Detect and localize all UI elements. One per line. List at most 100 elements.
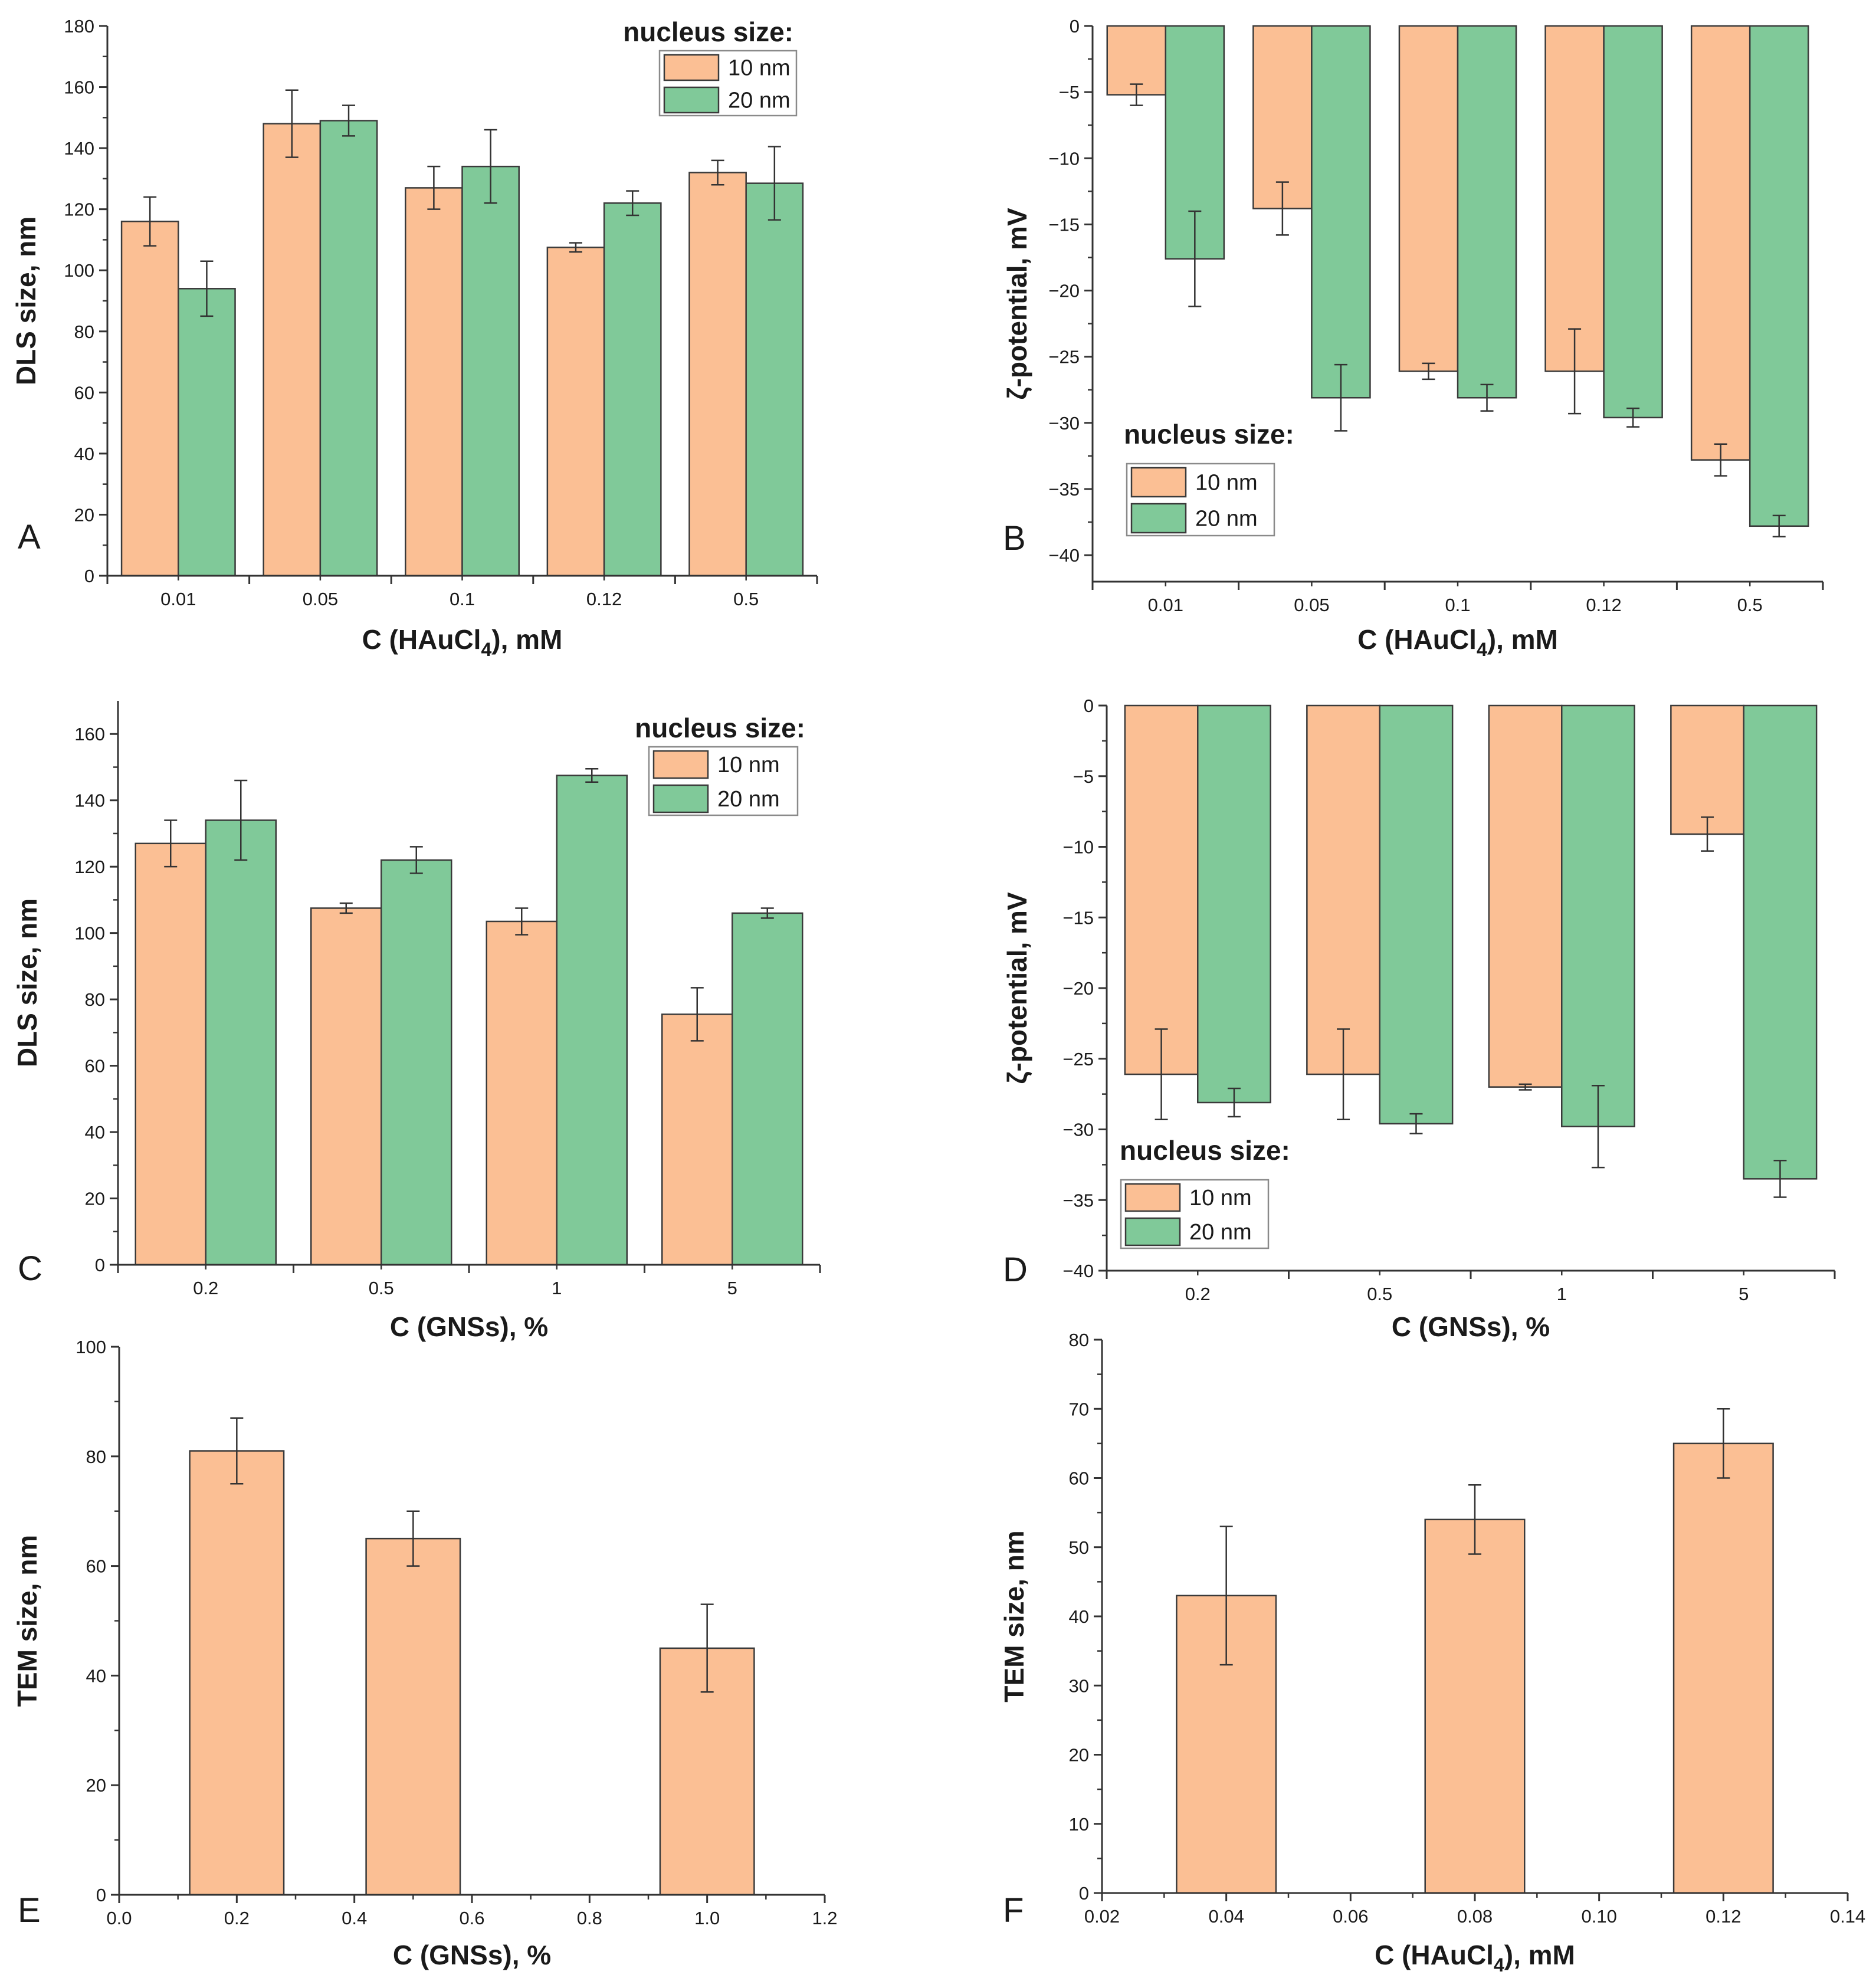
x-tick-label: 0.1 — [1445, 595, 1470, 615]
bar — [1106, 25, 1167, 96]
chart-C: 0 20 40 60 80 100 120 140 160 0.2 0.5 1 5 DLS size, n… — [12, 701, 821, 1342]
bar — [1311, 25, 1371, 399]
legend-label: 20 nm — [728, 88, 791, 113]
y-tick-label: 0 — [84, 566, 94, 586]
bar — [1561, 704, 1635, 1127]
bar — [486, 920, 557, 1266]
y-tick-label: 120 — [64, 199, 94, 220]
x-tick-label: 0.2 — [1185, 1284, 1211, 1304]
bar — [1603, 25, 1663, 419]
y-tick-label: 70 — [1069, 1399, 1089, 1419]
legend-label: 10 nm — [1195, 471, 1258, 496]
bar — [556, 775, 628, 1266]
y-tick-label: 10 — [1069, 1814, 1089, 1835]
y-tick-label: 20 — [86, 1775, 106, 1796]
y-tick-label: 20 — [74, 504, 94, 525]
bar — [732, 912, 803, 1266]
chart-A: 0 20 40 60 80 100 120 140 160 180 0.01 0.05 0.1 0.12 0… — [11, 16, 818, 660]
y-tick-label: 0 — [95, 1255, 105, 1275]
y-tick-label: −40 — [1062, 1261, 1094, 1281]
y-tick-label: 120 — [74, 857, 105, 877]
bar — [1124, 704, 1199, 1075]
bar — [1197, 704, 1271, 1104]
legend-title: nucleus size: — [635, 713, 805, 743]
bar — [1379, 704, 1454, 1125]
chart-D: 0 −5 −10 −15 −20 −25 −30 −35 −40 0.2 0.5 1 5 ζ-potent… — [1002, 696, 1836, 1342]
x-tick-label: 0.4 — [342, 1908, 367, 1928]
y-tick-label: −35 — [1062, 1190, 1094, 1210]
x-tick-label: 1.2 — [812, 1908, 837, 1928]
y-tick-label: 160 — [74, 724, 105, 744]
legend-swatch — [1130, 467, 1187, 498]
y-tick-label: −20 — [1062, 978, 1094, 999]
y-axis-title: DLS size, nm — [11, 216, 41, 385]
x-tick-label: 1 — [552, 1278, 562, 1298]
y-tick-label: −15 — [1062, 907, 1094, 928]
x-tick-label: 0.2 — [224, 1908, 250, 1928]
legend-label: 20 nm — [1189, 1220, 1252, 1245]
x-tick-label: 0.02 — [1084, 1906, 1120, 1927]
x-axis-title: C (GNSs), % — [393, 1940, 551, 1970]
x-tick-label: 0.1 — [450, 589, 475, 609]
y-tick-label: 60 — [85, 1056, 105, 1077]
legend-swatch — [1124, 1183, 1181, 1212]
y-axis-title: TEM size, nm — [999, 1530, 1029, 1702]
bar — [1672, 1442, 1774, 1894]
x-tick-label: 0.6 — [459, 1908, 484, 1928]
y-tick-label: 50 — [1069, 1537, 1089, 1558]
y-tick-label: 100 — [64, 260, 94, 281]
x-tick-label: 0.01 — [160, 589, 196, 609]
y-tick-label: −30 — [1062, 1120, 1094, 1140]
panel-letter: A — [18, 518, 41, 556]
bar — [661, 1013, 733, 1266]
y-tick-label: 80 — [74, 322, 94, 342]
x-tick-label: 0.05 — [303, 589, 338, 609]
bar — [1544, 25, 1605, 372]
chart-F: 0 10 20 30 40 50 60 70 80 0.02 0.04 0.06 0.08 0.10 0.1… — [999, 1330, 1865, 1976]
x-tick-label: 0.10 — [1581, 1906, 1616, 1927]
y-tick-label: 20 — [1069, 1745, 1089, 1766]
x-tick-label: 0.12 — [1586, 595, 1621, 615]
chart-B: 0 −5 −10 −15 −20 −25 −30 −35 −40 0.01 0.05 0.1 0.12 0… — [1002, 16, 1824, 660]
bar — [745, 182, 804, 577]
y-tick-label: −20 — [1048, 281, 1080, 301]
bar — [1670, 704, 1745, 835]
y-tick-label: 80 — [1069, 1330, 1089, 1350]
y-tick-label: −40 — [1048, 545, 1080, 566]
x-tick-label: 0.5 — [1737, 595, 1763, 615]
legend-label: 10 nm — [717, 753, 780, 778]
y-tick-label: 40 — [1069, 1606, 1089, 1627]
legend-label: 10 nm — [728, 56, 791, 81]
y-tick-label: 40 — [74, 444, 94, 464]
y-axis-title: TEM size, nm — [12, 1535, 42, 1707]
bar — [381, 859, 452, 1266]
x-tick-label: 0.04 — [1208, 1906, 1244, 1927]
x-tick-label: 0.5 — [733, 589, 759, 609]
y-tick-label: −25 — [1062, 1049, 1094, 1070]
y-tick-label: 0 — [1079, 1883, 1089, 1904]
x-axis-title: C (GNSs), % — [1392, 1311, 1550, 1342]
bar — [365, 1537, 461, 1896]
x-axis-title: C (HAuCl4), mM — [1375, 1940, 1575, 1976]
legend-swatch — [652, 784, 709, 813]
y-tick-label: 80 — [85, 989, 105, 1010]
y-tick-label: 30 — [1069, 1675, 1089, 1696]
bar — [310, 907, 382, 1266]
bar — [1424, 1518, 1526, 1894]
x-tick-label: 0.12 — [1706, 1906, 1741, 1927]
y-tick-label: 140 — [64, 138, 94, 159]
y-tick-label: 0 — [1070, 16, 1080, 37]
legend-label: 20 nm — [1195, 507, 1258, 532]
bar — [603, 202, 662, 577]
panel-letter: F — [1003, 1891, 1024, 1930]
x-axis-title: C (HAuCl4), mM — [1357, 624, 1558, 660]
bar — [546, 247, 605, 577]
legend-swatch — [663, 54, 720, 81]
x-tick-label: 0.0 — [106, 1908, 132, 1928]
legend-swatch — [652, 750, 709, 779]
bar — [1690, 25, 1751, 461]
bar — [1306, 704, 1381, 1075]
y-tick-label: −25 — [1048, 347, 1080, 368]
x-tick-label: 0.2 — [193, 1278, 218, 1298]
